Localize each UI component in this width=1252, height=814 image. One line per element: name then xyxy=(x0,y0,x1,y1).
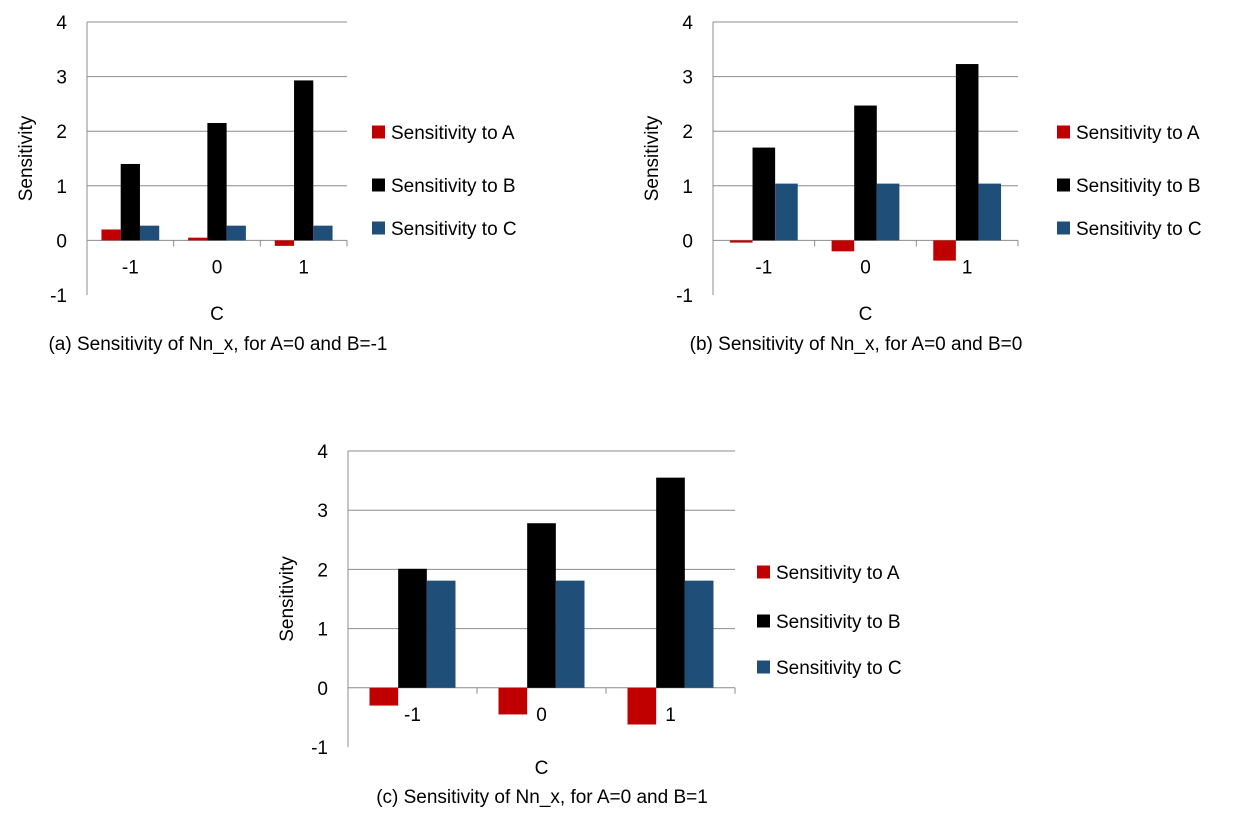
bar-sensitivity-to-b-1 xyxy=(656,477,685,688)
legend-label: Sensitivity to A xyxy=(776,563,900,584)
chart-2: -1 0 1 2 3 4 -1 0 1 Sensitivity C Sensitivity to A S… xyxy=(642,13,1202,355)
legend-label: Sensitivity to A xyxy=(391,123,515,144)
x-tick-label: 0 xyxy=(212,257,223,278)
legend-label: Sensitivity to B xyxy=(776,612,901,633)
bar-sensitivity-to-c-0 xyxy=(876,183,900,241)
chart-caption: (a) Sensitivity of Nn_x, for A=0 and B=-… xyxy=(48,334,387,355)
y-axis-title: Sensitivity xyxy=(277,556,298,642)
y-tick-label: 3 xyxy=(682,68,693,89)
bar-sensitivity-to-a--1 xyxy=(369,687,399,706)
x-axis-title: C xyxy=(859,304,873,325)
y-tick-label: 0 xyxy=(317,679,328,700)
bar-sensitivity-to-b-1 xyxy=(294,80,314,241)
legend-swatch xyxy=(372,125,385,139)
y-tick-label: 3 xyxy=(56,68,67,89)
y-tick-label: 3 xyxy=(317,501,328,522)
legend-swatch xyxy=(1057,125,1070,139)
bar-sensitivity-to-c--1 xyxy=(426,580,456,688)
bar-sensitivity-to-b-1 xyxy=(955,64,979,241)
bar-sensitivity-to-a-1 xyxy=(627,687,657,725)
bar-sensitivity-to-c--1 xyxy=(775,183,798,241)
legend-swatch xyxy=(757,660,770,674)
legend-label: Sensitivity to C xyxy=(776,658,902,679)
bar-sensitivity-to-a-0 xyxy=(831,240,855,252)
bar-sensitivity-to-c-1 xyxy=(313,225,333,241)
x-tick-label: -1 xyxy=(755,257,772,278)
bar-sensitivity-to-a-1 xyxy=(274,240,295,246)
x-tick-label: -1 xyxy=(404,705,421,726)
bar-sensitivity-to-c-0 xyxy=(555,580,585,688)
legend-swatch xyxy=(372,178,385,192)
bar-sensitivity-to-a--1 xyxy=(101,229,121,241)
legend-swatch xyxy=(757,614,770,628)
y-tick-label: 2 xyxy=(56,122,67,143)
legend-label: Sensitivity to B xyxy=(391,176,516,197)
bar-sensitivity-to-a-0 xyxy=(188,237,208,241)
x-tick-label: 1 xyxy=(962,257,973,278)
bar-sensitivity-to-b--1 xyxy=(398,568,427,688)
y-tick-label: 1 xyxy=(56,177,67,198)
chart-caption: (b) Sensitivity of Nn_x, for A=0 and B=0 xyxy=(690,334,1023,355)
legend-swatch xyxy=(1057,178,1070,192)
y-tick-label: 4 xyxy=(56,13,67,34)
chart-1: -1 0 1 2 3 4 -1 0 1 Sensitivity C Sensitivity to A S… xyxy=(16,13,517,355)
legend-swatch xyxy=(1057,221,1070,235)
y-axis-title: Sensitivity xyxy=(642,115,663,201)
y-tick-label: 0 xyxy=(682,231,693,252)
y-tick-label: -1 xyxy=(50,286,67,307)
x-tick-label: 0 xyxy=(536,705,547,726)
y-tick-label: -1 xyxy=(311,738,328,759)
bar-sensitivity-to-b-0 xyxy=(854,105,877,241)
y-tick-label: 4 xyxy=(317,442,328,463)
bar-sensitivity-to-b-0 xyxy=(527,523,556,688)
x-tick-label: -1 xyxy=(122,257,139,278)
bar-sensitivity-to-b--1 xyxy=(752,147,776,241)
bar-sensitivity-to-b-0 xyxy=(207,123,227,241)
chart-caption: (c) Sensitivity of Nn_x, for A=0 and B=1 xyxy=(376,787,708,808)
x-tick-label: 1 xyxy=(298,257,309,278)
bar-sensitivity-to-a--1 xyxy=(729,240,753,243)
bar-sensitivity-to-b--1 xyxy=(120,163,140,241)
y-axis-title: Sensitivity xyxy=(16,115,37,201)
bar-sensitivity-to-a-1 xyxy=(933,240,956,261)
x-axis-title: C xyxy=(210,304,224,325)
chart-3: -1 0 1 2 3 4 -1 0 1 Sensitivity C Sensitivity to A S… xyxy=(277,442,902,808)
y-tick-label: 2 xyxy=(317,560,328,581)
legend-label: Sensitivity to B xyxy=(1076,176,1201,197)
y-tick-label: 2 xyxy=(682,122,693,143)
bar-sensitivity-to-c--1 xyxy=(139,225,160,241)
x-axis-title: C xyxy=(535,758,549,779)
y-tick-label: -1 xyxy=(676,286,693,307)
legend-label: Sensitivity to C xyxy=(1076,219,1202,240)
y-tick-label: 4 xyxy=(682,13,693,34)
y-tick-label: 1 xyxy=(682,177,693,198)
bar-sensitivity-to-c-1 xyxy=(978,183,1002,241)
legend-swatch xyxy=(757,565,770,579)
x-tick-label: 1 xyxy=(665,705,676,726)
y-tick-label: 0 xyxy=(56,231,67,252)
y-tick-label: 1 xyxy=(317,620,328,641)
legend-label: Sensitivity to C xyxy=(391,219,517,240)
bar-sensitivity-to-c-0 xyxy=(226,225,246,241)
x-tick-label: 0 xyxy=(860,257,871,278)
bar-sensitivity-to-c-1 xyxy=(684,580,714,688)
bar-sensitivity-to-a-0 xyxy=(498,687,528,715)
legend-label: Sensitivity to A xyxy=(1076,123,1200,144)
legend-swatch xyxy=(372,221,385,235)
